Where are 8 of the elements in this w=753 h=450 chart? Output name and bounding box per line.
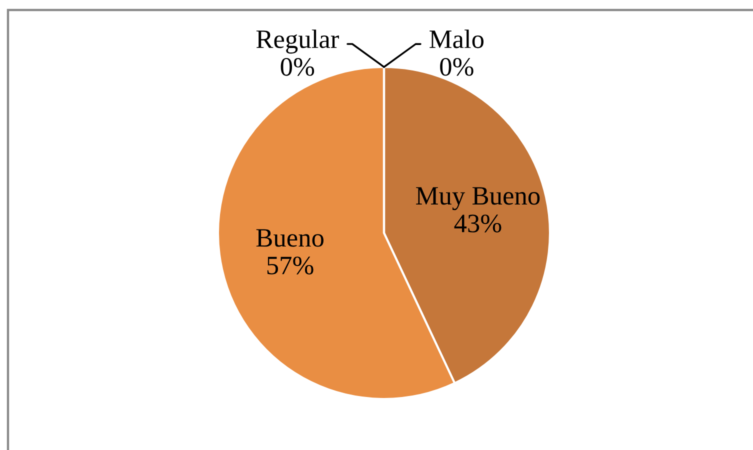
category-label: Regular [256,30,339,54]
data-label: 43% [454,214,502,232]
data-label: 57% [267,256,314,274]
legend-label: Malo [430,30,484,48]
slice-label: Bueno [256,229,324,247]
text: 0% [280,58,314,76]
slice-label: Muy Bueno [416,187,540,210]
text: 0% [440,58,474,76]
